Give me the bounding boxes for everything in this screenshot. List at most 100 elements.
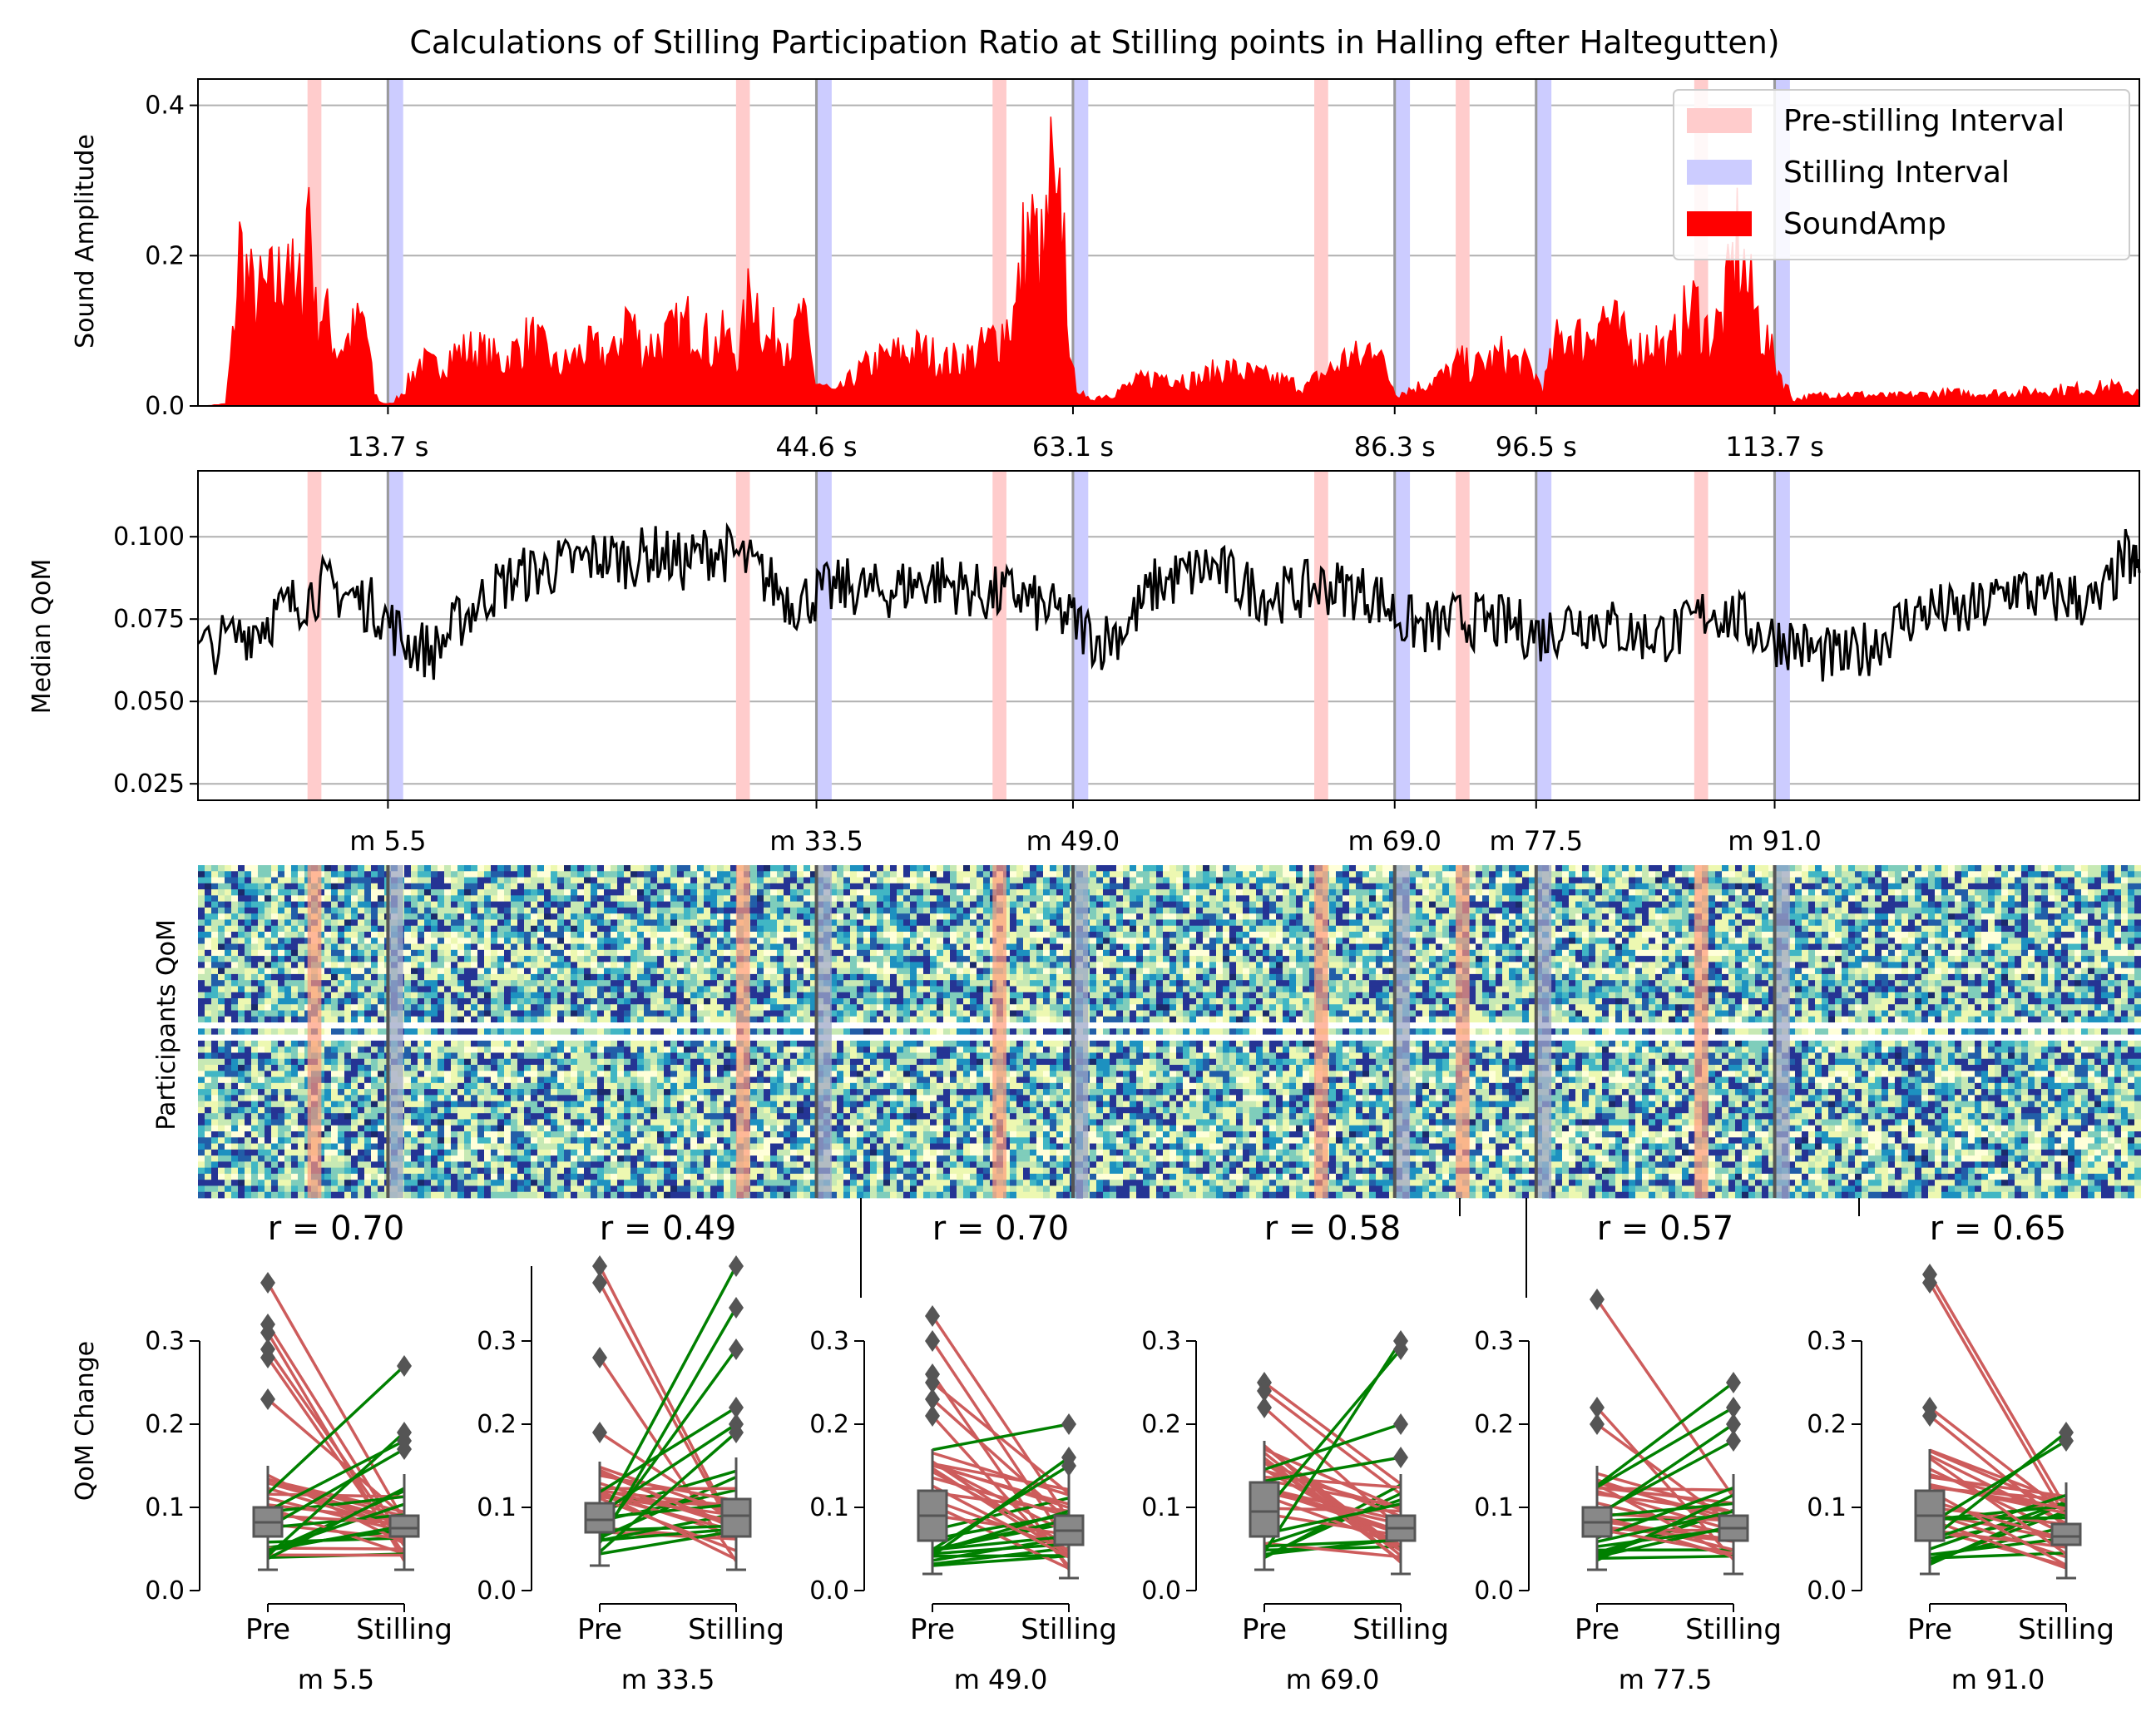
heatmap-cell: [1742, 907, 1748, 914]
heatmap-cell: [943, 919, 950, 927]
heatmap-cell: [1602, 883, 1609, 890]
heatmap-cell: [1189, 877, 1196, 884]
heatmap-cell: [704, 889, 710, 896]
heatmap-cell: [1901, 871, 1908, 878]
heatmap-cell: [1842, 949, 1848, 957]
heatmap-cell: [411, 962, 418, 969]
heatmap-cell: [970, 962, 977, 969]
heatmap-cell: [1409, 943, 1416, 951]
heatmap-cell: [457, 919, 464, 927]
heatmap-cell: [1595, 962, 1602, 969]
heatmap-cell: [730, 877, 737, 884]
heatmap-cell: [484, 932, 491, 938]
chart-title: Calculations of Stilling Participation R…: [409, 24, 1779, 61]
heatmap-cell: [670, 877, 677, 884]
heatmap-cell: [1183, 938, 1189, 944]
qom-xtick-label: m 69.0: [1348, 825, 1441, 857]
heatmap-cell: [2021, 919, 2028, 927]
heatmap-cell: [1110, 919, 1116, 927]
heatmap-cell: [644, 956, 650, 962]
heatmap-cell: [471, 865, 477, 872]
heatmap-cell: [1802, 913, 1808, 920]
heatmap-cell: [1103, 932, 1110, 938]
heatmap-cell: [784, 865, 790, 872]
heatmap-cell: [597, 871, 604, 878]
heatmap-cell: [1243, 913, 1249, 920]
heatmap-cell: [211, 877, 218, 884]
heatmap-cell: [617, 877, 624, 884]
heatmap-cell: [251, 943, 258, 951]
heatmap-cell: [571, 956, 577, 962]
heatmap-cell: [710, 901, 717, 908]
heatmap-cell: [1476, 932, 1482, 938]
heatmap-cell: [1669, 956, 1675, 962]
heatmap-cell: [1469, 932, 1476, 938]
heatmap-cell: [1908, 895, 1915, 903]
heatmap-cell: [1476, 871, 1482, 878]
heatmap-cell: [970, 877, 977, 884]
heatmap-cell: [1050, 913, 1056, 920]
heatmap-cell: [1968, 889, 1975, 896]
heatmap-cell: [1209, 938, 1216, 944]
heatmap-cell: [2035, 865, 2041, 872]
heatmap-cell: [1209, 889, 1216, 896]
heatmap-cell: [830, 871, 837, 878]
heatmap-cell: [624, 938, 630, 944]
heatmap-cell: [457, 907, 464, 914]
heatmap-cell: [258, 889, 265, 896]
heatmap-cell: [1961, 943, 1968, 951]
heatmap-cell: [1289, 925, 1296, 933]
heatmap-cell: [278, 877, 284, 884]
heatmap-cell: [1848, 919, 1855, 927]
heatmap-cell: [278, 919, 284, 927]
heatmap-cell: [1948, 889, 1955, 896]
heatmap-cell: [843, 943, 850, 951]
heatmap-cell: [710, 895, 717, 903]
heatmap-cell: [2068, 956, 2074, 962]
heatmap-cell: [850, 901, 857, 908]
heatmap-cell: [1569, 938, 1575, 944]
heatmap-cell: [2061, 871, 2068, 878]
heatmap-cell: [1429, 871, 1436, 878]
heatmap-cell: [1828, 932, 1835, 938]
heatmap-cell: [2088, 949, 2094, 957]
heatmap-cell: [1176, 907, 1183, 914]
heatmap-cell: [1196, 938, 1203, 944]
heatmap-cell: [2035, 925, 2041, 933]
heatmap-cell: [970, 907, 977, 914]
heatmap-cell: [1948, 895, 1955, 903]
heatmap-cell: [557, 962, 564, 969]
heatmap-cell: [218, 901, 225, 908]
heatmap-cell: [1895, 949, 1901, 957]
heatmap-cell: [977, 932, 983, 938]
heatmap-cell: [544, 943, 551, 951]
heatmap-cell: [1382, 962, 1389, 969]
heatmap-cell: [1516, 889, 1522, 896]
heatmap-cell: [245, 883, 251, 890]
heatmap-cell: [2074, 938, 2081, 944]
heatmap-cell: [351, 889, 358, 896]
heatmap-cell: [1136, 877, 1143, 884]
heatmap-cell: [790, 913, 797, 920]
heatmap-cell: [1742, 925, 1748, 933]
heatmap-cell: [1422, 889, 1429, 896]
heatmap-cell: [943, 865, 950, 872]
heatmap-cell: [677, 943, 684, 951]
heatmap-cell: [1582, 932, 1589, 938]
heatmap-cell: [1715, 949, 1722, 957]
heatmap-cell: [404, 938, 411, 944]
heatmap-cell: [1469, 962, 1476, 969]
heatmap-cell: [205, 865, 211, 872]
heatmap-cell: [1795, 889, 1802, 896]
heatmap-cell: [497, 932, 504, 938]
heatmap-cell: [537, 895, 544, 903]
heatmap-cell: [704, 865, 710, 872]
heatmap-cell: [2021, 901, 2028, 908]
heatmap-cell: [843, 956, 850, 962]
heatmap-cell: [923, 889, 930, 896]
heatmap-cell: [198, 962, 205, 969]
heatmap-cell: [1868, 932, 1875, 938]
heatmap-cell: [1156, 956, 1163, 962]
heatmap-cell: [810, 913, 817, 920]
heatmap-cell: [1742, 919, 1748, 927]
